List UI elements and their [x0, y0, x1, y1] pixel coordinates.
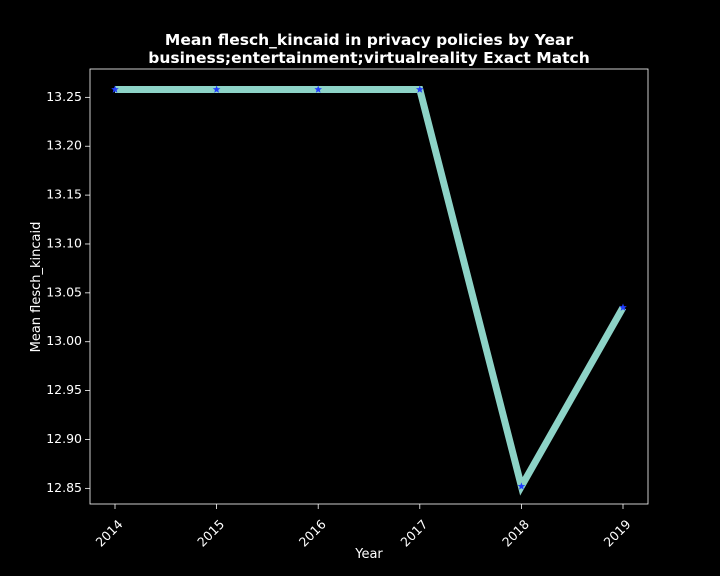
- data-point-marker: [111, 85, 119, 93]
- series-line: [115, 86, 627, 496]
- x-axis-label: Year: [354, 547, 383, 562]
- x-tick-label: 2015: [194, 517, 227, 550]
- chart-title-line2: business;entertainment;virtualreality Ex…: [148, 49, 590, 67]
- y-tick-label: 13.10: [46, 235, 82, 250]
- y-axis: 12.85 12.90 12.95 13.00 13.05 13.10 13.15 13.20…: [46, 89, 90, 495]
- data-point-marker: [212, 85, 221, 93]
- x-tick-label: 2017: [397, 517, 430, 550]
- y-tick-label: 13.05: [46, 284, 82, 299]
- y-tick-label: 13.15: [46, 187, 82, 202]
- data-point-marker: [517, 482, 526, 490]
- y-tick-label: 13.25: [46, 89, 82, 104]
- data-point-marker: [314, 85, 322, 93]
- y-tick-label: 13.00: [46, 333, 82, 348]
- y-tick-label: 12.95: [46, 382, 82, 397]
- y-tick-label: 12.85: [46, 480, 82, 495]
- chart-title-line1: Mean flesch_kincaid in privacy policies …: [165, 31, 574, 49]
- x-tick-label: 2019: [601, 517, 634, 550]
- y-tick-label: 12.90: [46, 431, 82, 446]
- x-axis: 2014 2015 2016 2017 2018 2019: [93, 504, 634, 550]
- y-axis-label: Mean flesch_kincaid: [29, 222, 44, 353]
- data-point-marker: [619, 303, 627, 311]
- x-tick-label: 2016: [296, 517, 329, 550]
- series-layer: [111, 85, 627, 496]
- x-tick-label: 2018: [499, 517, 532, 550]
- plot-area-frame: [89, 68, 649, 505]
- data-point-marker: [416, 85, 424, 93]
- x-tick-label: 2014: [93, 517, 126, 550]
- y-tick-label: 13.20: [46, 138, 82, 153]
